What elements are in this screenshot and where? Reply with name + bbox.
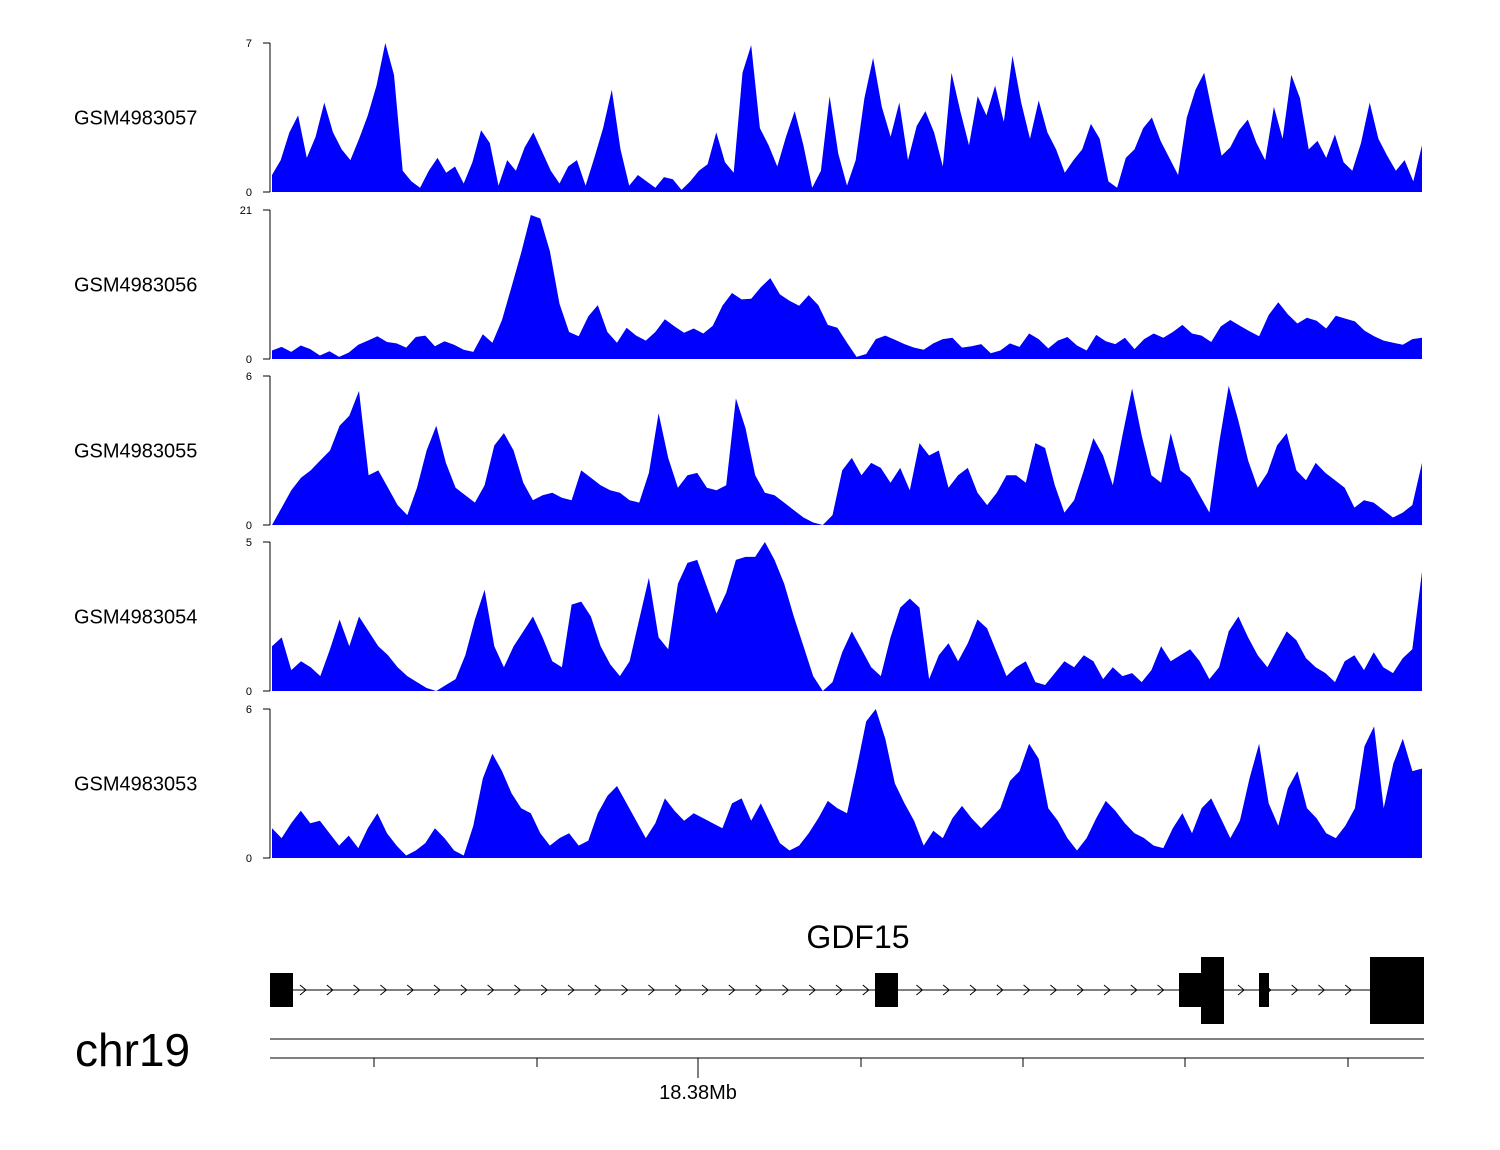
y-tick-label-min: 0 xyxy=(246,354,252,366)
strand-arrow xyxy=(514,984,522,996)
strand-arrow xyxy=(487,984,495,996)
y-tick-label-min: 0 xyxy=(246,853,252,865)
track-GSM4983056: GSM4983056 21 0 xyxy=(74,205,1422,366)
coverage-area xyxy=(272,385,1422,525)
strand-arrow xyxy=(380,984,388,996)
strand-arrow xyxy=(808,984,816,996)
y-tick-label-max: 7 xyxy=(246,38,252,50)
y-tick-label-max: 21 xyxy=(240,205,252,217)
exon-3-cds xyxy=(1201,957,1224,1024)
y-tick-label-max: 5 xyxy=(246,537,252,549)
strand-arrow xyxy=(594,984,602,996)
strand-arrow xyxy=(916,984,924,996)
coverage-area xyxy=(272,709,1422,858)
track-label: GSM4983054 xyxy=(74,607,197,629)
strand-arrow xyxy=(942,984,950,996)
strand-arrow xyxy=(621,984,629,996)
exon-3-utr xyxy=(1179,973,1201,1007)
track-GSM4983055: GSM4983055 6 0 xyxy=(74,371,1422,532)
axis-position-label: 18.38Mb xyxy=(659,1082,737,1104)
strand-arrow xyxy=(1076,984,1084,996)
strand-arrow xyxy=(1103,984,1111,996)
track-GSM4983053: GSM4983053 6 0 xyxy=(74,704,1422,865)
genome-axis: 18.38Mb chr19 xyxy=(75,1024,1424,1104)
coverage-area xyxy=(272,542,1422,691)
strand-arrow xyxy=(406,984,414,996)
strand-arrow xyxy=(540,984,548,996)
track-GSM4983057: GSM4983057 7 0 xyxy=(74,38,1422,199)
coverage-tracks: GSM498305770GSM4983056210GSM498305560GSM… xyxy=(74,38,1422,865)
chromosome-label: chr19 xyxy=(75,1024,190,1076)
gene-model-track: GDF15 xyxy=(270,919,1424,1024)
strand-arrow xyxy=(1237,984,1245,996)
strand-arrow xyxy=(460,984,468,996)
strand-arrow xyxy=(648,984,656,996)
track-label: GSM4983053 xyxy=(74,774,197,796)
exon-5 xyxy=(1370,957,1424,1024)
y-tick-label-min: 0 xyxy=(246,520,252,532)
track-label: GSM4983056 xyxy=(74,275,197,297)
y-tick-label-min: 0 xyxy=(246,187,252,199)
strand-arrow xyxy=(1344,984,1352,996)
exon-4 xyxy=(1259,973,1269,1007)
track-label: GSM4983057 xyxy=(74,108,197,130)
y-tick-label-max: 6 xyxy=(246,371,252,383)
strand-arrow xyxy=(996,984,1004,996)
strand-arrow xyxy=(1130,984,1138,996)
strand-arrow xyxy=(728,984,736,996)
strand-arrow xyxy=(1318,984,1326,996)
strand-arrow xyxy=(1050,984,1058,996)
track-label: GSM4983055 xyxy=(74,441,197,463)
strand-arrow xyxy=(326,984,334,996)
strand-arrow xyxy=(299,984,307,996)
gene-name-label: GDF15 xyxy=(806,919,909,955)
strand-arrow xyxy=(755,984,763,996)
strand-arrow xyxy=(433,984,441,996)
strand-arrow xyxy=(835,984,843,996)
strand-arrow xyxy=(353,984,361,996)
strand-arrow xyxy=(567,984,575,996)
strand-arrow xyxy=(1291,984,1299,996)
strand-arrow xyxy=(862,984,870,996)
track-GSM4983054: GSM4983054 5 0 xyxy=(74,537,1422,698)
coverage-area xyxy=(272,43,1422,192)
exon-2 xyxy=(875,973,898,1007)
strand-arrow xyxy=(674,984,682,996)
strand-arrow xyxy=(701,984,709,996)
y-tick-label-max: 6 xyxy=(246,704,252,716)
exon-1 xyxy=(270,973,293,1007)
strand-arrow xyxy=(782,984,790,996)
y-tick-label-min: 0 xyxy=(246,686,252,698)
strand-arrow xyxy=(969,984,977,996)
strand-arrow xyxy=(1023,984,1031,996)
strand-arrow xyxy=(1157,984,1165,996)
coverage-area xyxy=(272,215,1422,359)
